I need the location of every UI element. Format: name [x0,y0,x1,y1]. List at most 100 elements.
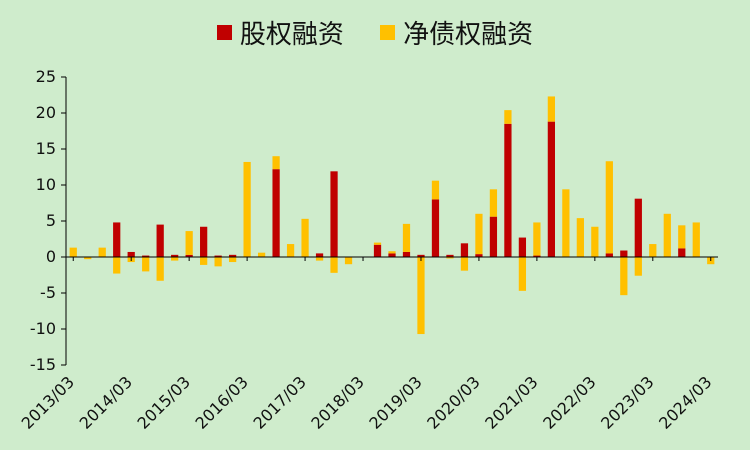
bar-net-debt [547,96,555,122]
x-tick-label: 2019/03 [365,372,425,432]
bar-net-debt [562,189,570,257]
bar-equity [272,169,280,257]
bar-equity [475,254,483,257]
y-tick-label: 20 [36,103,56,122]
bar-net-debt [98,247,106,257]
x-tick-label: 2022/03 [539,372,599,432]
legend-swatch-equity [216,25,232,40]
y-tick-label: 10 [36,175,56,194]
y-tick-label: -15 [30,355,56,374]
bar-net-debt [634,257,642,276]
bar-equity [547,121,555,257]
bar-net-debt [84,257,92,260]
bar-net-debt [243,161,251,257]
bar-equity [431,199,440,257]
legend-label-equity: 股权融资 [239,20,344,50]
legend-swatch-net-debt [380,25,396,40]
bar-equity [127,251,135,257]
bar-equity [200,226,208,257]
bar-equity [489,216,498,257]
y-tick-label: 25 [36,67,56,86]
legend-label-net-debt: 净债权融资 [403,20,534,50]
y-tick-label: 5 [46,211,56,230]
legend: 股权融资 净债权融资 [0,14,750,51]
bar-net-debt [229,257,237,263]
bar-net-debt [692,222,700,257]
bar-net-debt [663,213,671,257]
bar-net-debt [142,257,150,272]
bar-net-debt [301,218,309,257]
bar-equity [142,255,150,257]
bar-net-debt [576,218,584,257]
bar-equity [315,253,324,257]
bar-equity [373,244,382,257]
bar-equity [504,123,512,257]
bar-net-debt [156,257,164,281]
y-tick-label: -5 [40,283,56,302]
bar-net-debt [214,257,222,267]
bar-net-debt [185,231,193,255]
bar-net-debt [286,244,295,257]
x-tick-label: 2016/03 [192,372,252,432]
bar-net-debt [649,244,657,257]
bar-net-debt [113,257,121,274]
x-tick-label: 2020/03 [423,372,483,432]
bar-net-debt [460,257,469,271]
bar-equity [533,255,541,257]
bar-net-debt [489,189,498,217]
legend-item-equity: 股权融资 [216,14,344,51]
x-tick-label: 2015/03 [134,372,194,432]
bar-equity [214,255,222,257]
bar-net-debt [272,156,280,170]
bar-net-debt [171,257,179,261]
bar-net-debt [533,222,541,256]
bar-equity [605,253,613,257]
x-tick-label: 2017/03 [249,372,309,432]
bar-net-debt [257,252,266,257]
bar-equity [518,237,527,257]
x-tick-label: 2024/03 [655,372,715,432]
bar-net-debt [605,161,613,254]
bar-net-debt [417,257,425,335]
bar-net-debt [388,251,396,254]
bar-equity [229,254,237,257]
bar-equity [634,198,642,257]
bar-net-debt [678,225,686,249]
bar-equity [678,248,686,257]
y-tick-label: 0 [46,247,56,266]
bar-net-debt [446,257,454,259]
bar-net-debt [620,257,628,296]
bar-equity [446,254,454,257]
bar-net-debt [330,257,338,273]
bar-equity [185,254,193,257]
bar-equity [171,254,179,257]
x-tick-label: 2013/03 [18,372,78,432]
x-tick-label: 2018/03 [307,372,367,432]
bar-equity [620,250,628,257]
bar-net-debt [315,257,324,261]
bar-equity [402,251,411,257]
x-tick-label: 2023/03 [597,372,657,432]
bar-equity [330,171,338,257]
bar-net-debt [504,110,512,124]
legend-item-net-debt: 净债权融资 [380,14,533,51]
bar-net-debt [69,247,77,257]
bar-equity [417,254,425,257]
bar-net-debt [200,257,208,265]
bar-net-debt [591,226,599,257]
y-tick-label: -10 [30,319,56,338]
bar-net-debt [475,213,483,255]
bar-equity [388,253,396,257]
bar-equity [156,224,164,257]
bar-net-debt [431,180,440,200]
x-tick-label: 2014/03 [76,372,136,432]
bar-net-debt [518,257,527,291]
bar-equity [460,243,469,257]
bar-equity [113,222,121,257]
bar-net-debt [373,242,382,245]
x-tick-label: 2021/03 [481,372,541,432]
bar-net-debt [402,223,411,252]
bar-net-debt [344,257,353,265]
y-tick-label: 15 [36,139,56,158]
